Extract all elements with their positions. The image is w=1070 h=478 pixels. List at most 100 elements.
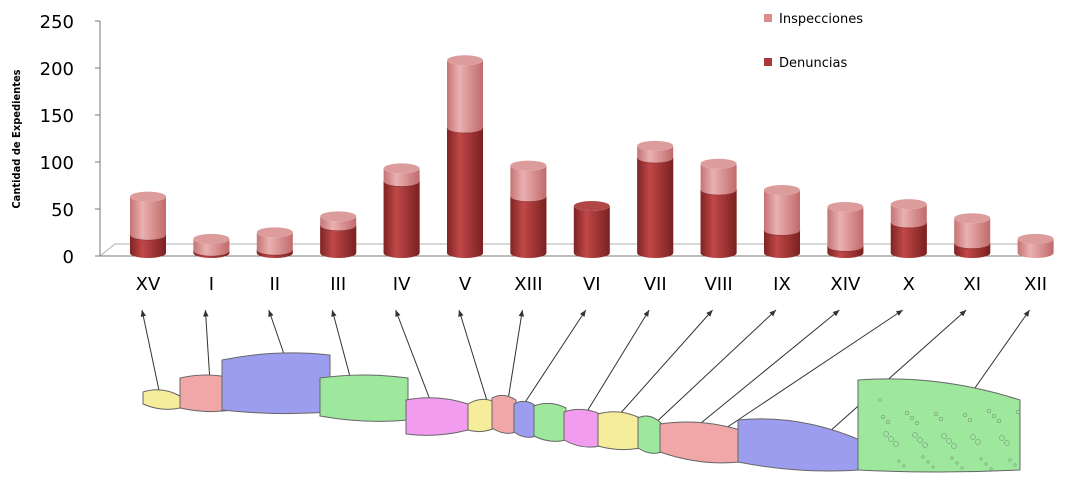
map-island	[931, 465, 935, 469]
region-arrows	[140, 309, 1031, 441]
bar-group-IX	[763, 185, 801, 258]
map-region-XIII	[491, 394, 517, 434]
map-region-VIII	[563, 408, 601, 448]
x-tick-label: III	[330, 274, 346, 295]
bar-group-XII	[1017, 233, 1054, 258]
map-region-XI	[737, 418, 861, 472]
map-island	[893, 441, 899, 447]
bar-segment-boundary	[700, 189, 737, 196]
map-region-X	[659, 421, 741, 464]
bar-segment-boundary	[827, 246, 864, 252]
map-region-II	[221, 352, 331, 415]
bar-segment-boundary	[256, 250, 294, 256]
arrow-V	[458, 309, 489, 405]
legend-label-denuncias: Denuncias	[779, 56, 847, 71]
x-tick-label: XI	[963, 274, 981, 295]
map-island	[967, 417, 973, 423]
bar-denuncias	[890, 222, 927, 258]
x-tick-label: X	[903, 274, 915, 295]
bar-segment-boundary	[510, 196, 547, 202]
arrow-III	[331, 309, 353, 385]
bar-inspecciones	[827, 206, 864, 258]
map-island	[1015, 409, 1021, 415]
arrow-I	[204, 309, 211, 383]
x-tick-label: XIV	[830, 274, 861, 295]
map-island	[951, 443, 957, 449]
x-tick-label: I	[209, 274, 214, 295]
map-region-XII	[857, 378, 1021, 473]
arrow-XIII	[507, 309, 523, 401]
x-tick-label: VI	[583, 274, 601, 295]
bar-inspecciones-top	[193, 233, 230, 244]
bars	[129, 55, 1054, 258]
x-tick-label: IV	[393, 274, 411, 295]
bar-segment-boundary	[383, 181, 420, 187]
x-axis-ticks: XV I II III IV V XIII VI VII VIII IX XIV X XI XII	[136, 274, 1047, 295]
y-tick-label: 150	[40, 106, 74, 127]
arrowhead	[268, 310, 274, 317]
map-island	[1013, 463, 1017, 467]
map-island	[909, 415, 915, 421]
arrow-XII	[969, 309, 1031, 396]
map-island	[880, 414, 886, 420]
x-tick-label: II	[269, 274, 280, 295]
map-island	[933, 411, 939, 417]
bar-group-XIV	[827, 201, 864, 258]
bar-inspecciones-top	[890, 199, 927, 210]
bar-group-XI	[953, 213, 991, 258]
arrow-VIII	[609, 309, 713, 426]
arrow-II	[268, 309, 286, 358]
bar-group-VII	[636, 140, 674, 258]
y-axis-label: Cantidad de Expedientes	[10, 69, 23, 208]
bar-group-VIII	[700, 158, 737, 258]
x-tick-label: VIII	[704, 274, 732, 295]
map-region-XIV	[637, 415, 663, 454]
map-island	[979, 457, 983, 461]
map-region-V	[467, 398, 496, 433]
arrow-VII	[582, 309, 650, 419]
x-tick-label: XII	[1024, 274, 1047, 295]
arrowhead	[895, 310, 903, 316]
map-island	[946, 438, 952, 444]
bar-denuncias	[193, 251, 230, 258]
arrow-X	[719, 309, 904, 433]
y-axis-ticks: 0 50 100 150 200 250	[40, 12, 101, 268]
x-tick-label: XIII	[514, 274, 542, 295]
bar-denuncias-top	[573, 201, 610, 211]
bar-denuncias	[256, 250, 293, 258]
arrowhead	[331, 310, 337, 317]
map-island	[955, 461, 959, 465]
map-island	[996, 418, 1002, 424]
map-island	[897, 459, 901, 463]
bar-denuncias	[573, 206, 610, 258]
x-tick-label: VII	[644, 274, 667, 295]
arrowhead	[395, 310, 401, 317]
bar-segment-boundary	[193, 251, 230, 257]
y-tick-label: 200	[40, 59, 74, 80]
bar-group-I	[193, 233, 230, 258]
bar-inspecciones	[1017, 238, 1054, 258]
y-tick-label: 50	[51, 200, 74, 221]
map-island	[912, 432, 918, 438]
arrow-XI	[819, 309, 967, 441]
legend: Inspecciones Denuncias	[764, 12, 863, 71]
bar-denuncias	[447, 127, 483, 258]
arrowhead	[643, 310, 650, 317]
bar-segment-boundary	[636, 157, 674, 164]
map-island	[926, 460, 930, 464]
map-region-XV	[142, 389, 181, 410]
map-island	[1008, 458, 1012, 462]
arrow-IX	[649, 309, 777, 429]
bar-denuncias	[637, 158, 674, 258]
bar-denuncias	[827, 246, 864, 258]
map-island	[902, 464, 906, 468]
bar-inspecciones	[193, 238, 230, 258]
y-tick-label: 100	[40, 153, 74, 174]
bar-group-IV	[383, 163, 420, 258]
map-island	[950, 456, 954, 460]
bar-denuncias	[510, 196, 547, 258]
bar-inspecciones-top	[954, 213, 991, 224]
arrow-XV	[141, 309, 161, 396]
map-region-IX	[597, 411, 641, 451]
